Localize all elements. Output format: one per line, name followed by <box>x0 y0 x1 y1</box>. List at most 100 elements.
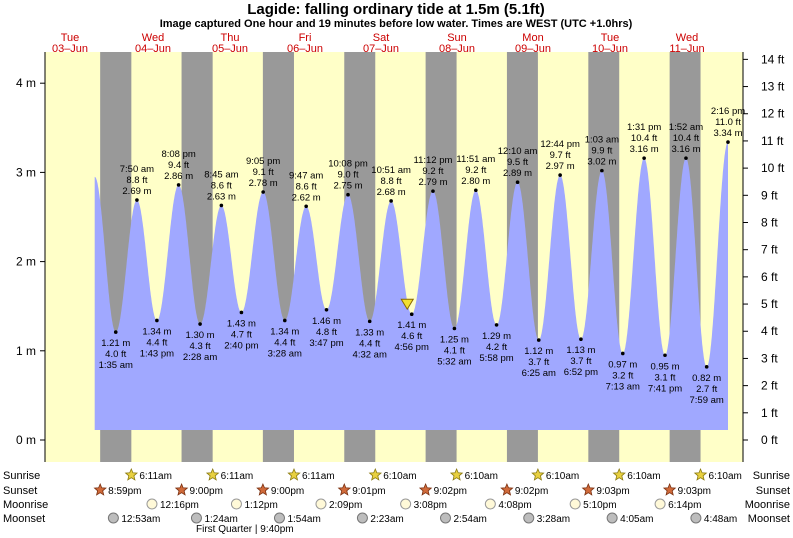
right-tick-label-7: 7 ft <box>761 243 778 257</box>
high-tide-m-11: 2.75 m <box>333 181 362 192</box>
low-tide-m-28: 0.82 m <box>692 373 721 384</box>
tide-extreme-point <box>431 189 435 193</box>
moonset-time-3: 2:23am <box>370 514 403 525</box>
low-tide-time-2: 1:43 pm <box>140 348 174 359</box>
low-tide-time-24: 7:13 am <box>606 381 640 392</box>
high-tide-time-5: 8:45 am <box>204 169 238 180</box>
high-tide-ft-27: 10.4 ft <box>673 133 700 144</box>
tide-extreme-point <box>409 312 414 317</box>
chart-subtitle: Image captured One hour and 19 minutes b… <box>160 18 633 30</box>
high-tide-m-27: 3.16 m <box>671 144 700 155</box>
high-tide-m-1: 2.69 m <box>122 186 151 197</box>
low-tide-ft-4: 4.3 ft <box>190 341 211 352</box>
low-tide-time-8: 3:28 am <box>268 348 302 359</box>
moonrise-time-5: 5:10pm <box>583 500 616 511</box>
low-tide-m-24: 0.97 m <box>608 359 637 370</box>
sunrise-icon <box>124 467 138 481</box>
low-tide-ft-2: 4.4 ft <box>146 337 167 348</box>
sunset-time-1: 9:00pm <box>190 486 223 497</box>
sunrise-icon <box>205 467 220 481</box>
sunset-icon <box>337 482 352 496</box>
tide-extreme-point <box>684 156 688 160</box>
left-tick-label-3: 3 m <box>16 165 36 179</box>
tide-extreme-point <box>726 140 730 144</box>
high-tide-time-23: 1:03 am <box>585 135 619 146</box>
right-tick-label-1: 1 ft <box>761 406 778 420</box>
high-tide-m-7: 2.78 m <box>249 178 278 189</box>
moonset-time-1: 1:24am <box>204 514 237 525</box>
moonset-time-6: 4:05am <box>620 514 653 525</box>
chart-title: Lagide: falling ordinary tide at 1.5m (5… <box>247 1 545 18</box>
low-tide-m-0: 1.21 m <box>101 338 130 349</box>
tide-extreme-point <box>176 183 181 187</box>
sunset-time-6: 9:03pm <box>596 486 629 497</box>
sunset-time-7: 9:03pm <box>678 486 711 497</box>
high-tide-time-29: 2:16 pm <box>711 106 745 117</box>
moon-phase-label: First Quarter | 9:40pm <box>196 524 294 535</box>
low-tide-time-12: 4:32 am <box>353 349 387 360</box>
low-tide-ft-8: 4.4 ft <box>274 337 295 348</box>
sunset-icon <box>662 482 677 496</box>
low-tide-m-4: 1.30 m <box>186 330 215 341</box>
high-tide-m-5: 2.63 m <box>207 191 236 202</box>
row-label-left-1: Sunset <box>3 485 37 497</box>
low-tide-m-18: 1.29 m <box>482 331 511 342</box>
moonset-icon <box>356 512 368 524</box>
day-name-0: Tue <box>61 32 80 44</box>
moonrise-time-3: 3:08pm <box>414 500 447 511</box>
day-name-2: Thu <box>221 32 240 44</box>
moonset-time-5: 3:28am <box>537 514 570 525</box>
low-tide-ft-14: 4.6 ft <box>401 331 422 342</box>
sunrise-icon <box>531 467 545 481</box>
sunrise-icon <box>693 467 708 481</box>
low-tide-time-20: 6:25 am <box>522 368 556 379</box>
low-tide-ft-10: 4.8 ft <box>316 327 337 338</box>
day-name-3: Fri <box>299 32 312 44</box>
sunrise-icon <box>287 467 301 481</box>
right-tick-label-10: 10 ft <box>761 161 785 175</box>
row-label-right-2: Moonrise <box>745 499 790 511</box>
day-name-1: Wed <box>142 32 164 44</box>
low-tide-ft-20: 3.7 ft <box>528 357 549 368</box>
moonset-time-2: 1:54am <box>287 514 320 525</box>
high-tide-m-15: 2.79 m <box>418 177 447 188</box>
low-tide-time-22: 6:52 pm <box>564 367 598 378</box>
left-tick-label-0: 0 m <box>16 433 36 447</box>
sunset-icon <box>500 482 514 496</box>
high-tide-time-13: 10:51 am <box>371 165 411 176</box>
moonset-icon <box>273 512 285 524</box>
moonset-time-7: 4:48am <box>704 514 737 525</box>
sunrise-icon <box>449 467 464 481</box>
low-tide-ft-0: 4.0 ft <box>105 349 126 360</box>
low-tide-time-16: 5:32 am <box>437 357 471 368</box>
moonrise-time-4: 4:08pm <box>498 500 531 511</box>
low-tide-ft-26: 3.1 ft <box>654 372 675 383</box>
tide-extreme-point <box>135 198 139 202</box>
moonrise-time-1: 1:12pm <box>244 500 277 511</box>
moonset-time-0: 12:53am <box>121 514 160 525</box>
high-tide-ft-11: 9.0 ft <box>337 170 358 181</box>
moonrise-icon <box>315 498 327 510</box>
high-tide-time-11: 10:08 pm <box>328 159 368 170</box>
moonset-icon <box>440 512 452 524</box>
high-tide-time-7: 9:05 pm <box>246 156 280 167</box>
tide-extreme-point <box>620 351 625 356</box>
tide-extreme-point <box>474 188 478 193</box>
right-tick-label-11: 11 ft <box>761 134 784 148</box>
sunset-icon <box>581 482 595 496</box>
high-tide-time-9: 9:47 am <box>289 170 323 181</box>
sunrise-time-1: 6:11am <box>221 471 254 482</box>
moonrise-icon <box>230 498 242 510</box>
low-tide-m-12: 1.33 m <box>355 327 384 338</box>
sunset-time-5: 9:02pm <box>515 486 548 497</box>
low-tide-time-0: 1:35 am <box>99 360 133 371</box>
sunset-time-3: 9:01pm <box>352 486 385 497</box>
low-tide-m-6: 1.43 m <box>227 318 256 329</box>
tide-extreme-point <box>600 168 604 173</box>
sunset-time-4: 9:02pm <box>434 486 467 497</box>
moonset-icon <box>606 512 618 524</box>
high-tide-m-29: 3.34 m <box>713 128 742 139</box>
low-tide-time-18: 5:58 pm <box>479 353 513 364</box>
row-label-left-3: Moonset <box>3 513 45 525</box>
